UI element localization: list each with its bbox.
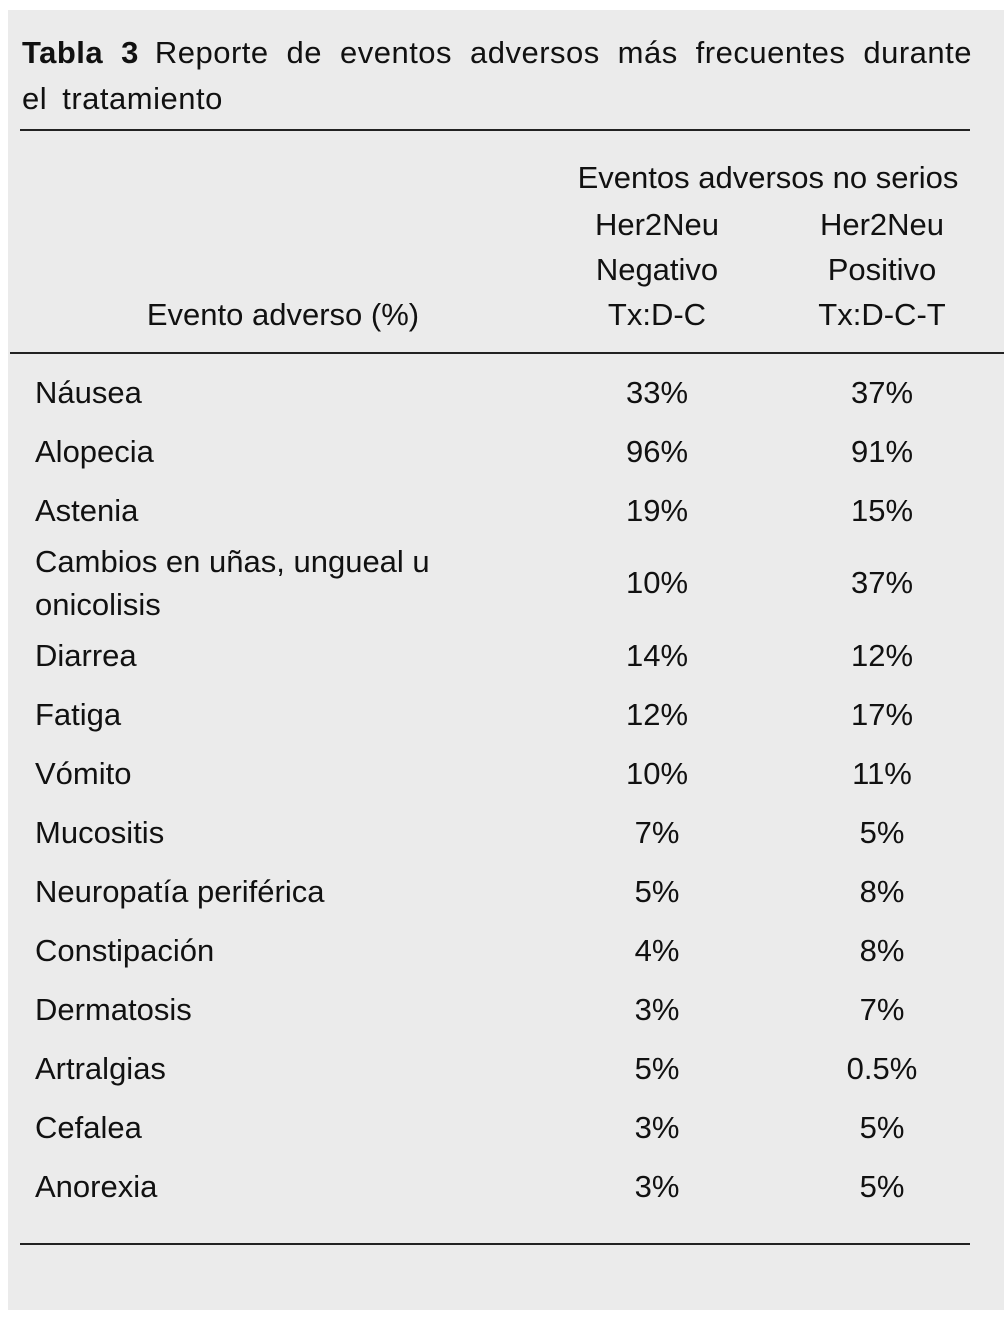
rule: [20, 1243, 970, 1245]
row-label: Fatiga: [35, 697, 122, 732]
cell: 5%: [859, 1168, 905, 1204]
table-row: Anorexia 3% 5%: [8, 1157, 1004, 1216]
table-row: Neuropatía periférica 5% 8%: [8, 862, 1004, 921]
row-label: Alopecia: [35, 434, 154, 469]
cell: 3%: [634, 1168, 680, 1204]
row-label: Artralgias: [35, 1051, 166, 1086]
cell: 8%: [859, 873, 905, 909]
cell: 11%: [852, 755, 912, 791]
column-header: Positivo: [827, 252, 937, 287]
table-row: Cambios en uñas, ungueal u onicolisis 10%…: [8, 540, 1004, 626]
column-header: Tx:D-C: [607, 297, 707, 332]
table-row: Vómito 10% 11%: [8, 744, 1004, 803]
table-row: Cefalea 3% 5%: [8, 1098, 1004, 1157]
cell: 3%: [634, 991, 680, 1027]
row-label: Náusea: [35, 375, 142, 410]
table-row: Astenia 19% 15%: [8, 481, 1004, 540]
cell: 10%: [625, 755, 689, 791]
row-label: Dermatosis: [35, 992, 192, 1027]
caption: Tabla 3 Reporte de eventos adversos más f…: [22, 30, 972, 122]
table-panel: Tabla 3 Reporte de eventos adversos más f…: [8, 10, 1004, 1310]
cell: 5%: [859, 1109, 905, 1145]
cell: 14%: [625, 637, 689, 673]
table-row: Constipación 4% 8%: [8, 921, 1004, 980]
cell: 10%: [625, 565, 689, 600]
row-label: Astenia: [35, 493, 139, 528]
row-label: Vómito: [35, 756, 132, 791]
table-row: Alopecia 96% 91%: [8, 422, 1004, 481]
table-row: Náusea 33% 37%: [8, 363, 1004, 422]
cell: 7%: [859, 991, 905, 1027]
row-label: Cefalea: [35, 1110, 142, 1145]
cell: 0.5%: [846, 1050, 918, 1086]
cell: 15%: [850, 492, 914, 528]
rule: [20, 129, 970, 131]
row-label: Diarrea: [35, 638, 137, 673]
column-header: Tx:D-C-T: [818, 297, 946, 332]
cell: 96%: [625, 433, 689, 469]
cell: 5%: [634, 873, 680, 909]
row-label: Cambios en uñas, ungueal u onicolisis: [35, 544, 430, 622]
cell: 7%: [634, 814, 680, 850]
row-label: Neuropatía periférica: [35, 874, 325, 909]
column-header: Negativo: [595, 252, 719, 287]
cell: 5%: [859, 814, 905, 850]
column-header: Her2Neu: [594, 207, 720, 242]
cell: 37%: [850, 374, 914, 410]
column-header: Evento adverso (%): [146, 297, 420, 332]
rule: [10, 352, 1004, 354]
cell: 3%: [634, 1109, 680, 1145]
row-label: Mucositis: [35, 815, 165, 850]
table-row: Dermatosis 3% 7%: [8, 980, 1004, 1039]
caption-label: Tabla 3: [22, 35, 139, 70]
cell: 91%: [850, 433, 914, 469]
cell: 8%: [859, 932, 905, 968]
caption-title: Reporte de eventos adversos más frecuent…: [22, 35, 972, 116]
cell: 12%: [850, 637, 914, 673]
table-row: Mucositis 7% 5%: [8, 803, 1004, 862]
group-header: Eventos adversos no serios: [577, 160, 959, 195]
cell: 37%: [850, 565, 914, 600]
cell: 4%: [634, 932, 680, 968]
table-row: Diarrea 14% 12%: [8, 626, 1004, 685]
cell: 19%: [625, 492, 689, 528]
cell: 33%: [625, 374, 689, 410]
column-header: Her2Neu: [819, 207, 945, 242]
table-body: Náusea 33% 37% Alopecia 96% 91% Astenia 19% 15% C…: [8, 363, 1004, 1216]
cell: 17%: [850, 696, 914, 732]
table-row: Fatiga 12% 17%: [8, 685, 1004, 744]
table-row: Artralgias 5% 0.5%: [8, 1039, 1004, 1098]
row-label: Anorexia: [35, 1169, 158, 1204]
row-label: Constipación: [35, 933, 215, 968]
cell: 12%: [625, 696, 689, 732]
cell: 5%: [634, 1050, 680, 1086]
